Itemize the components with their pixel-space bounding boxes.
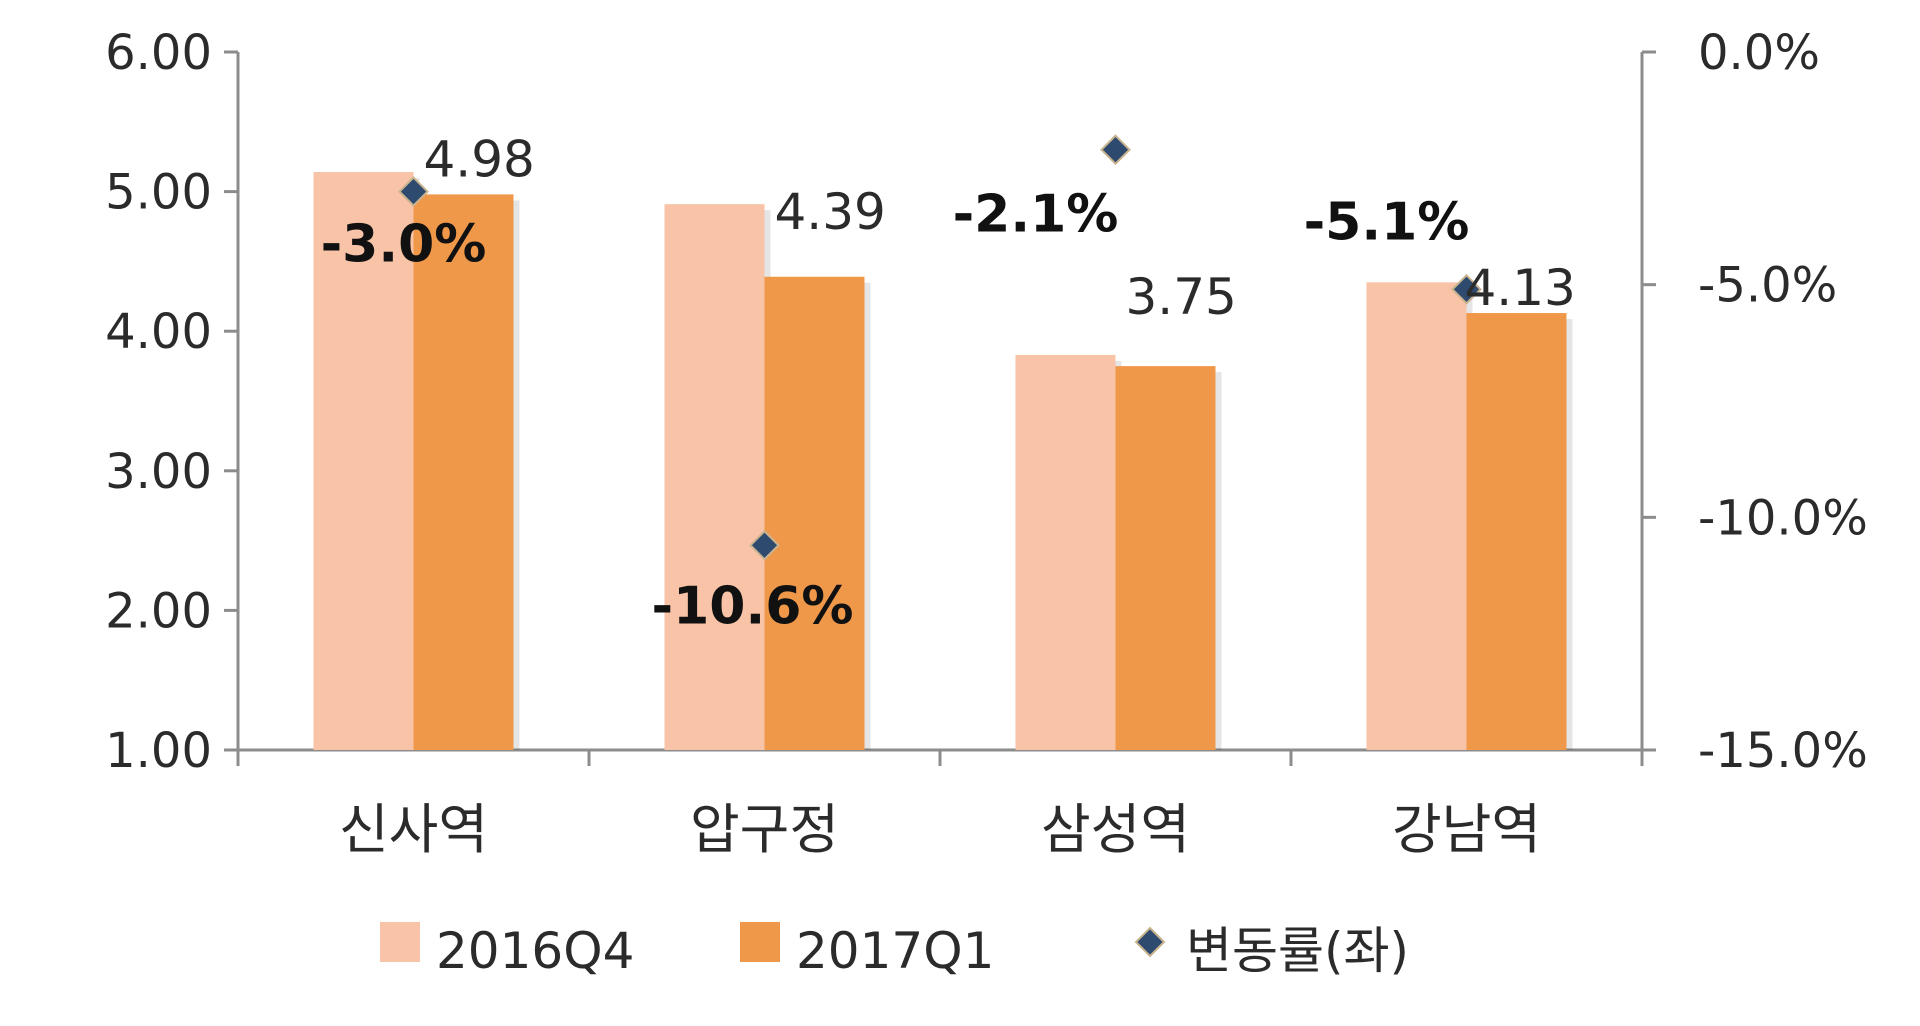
- bar-2017q1: [413, 194, 514, 751]
- y-left-tick-label: 2.00: [105, 583, 212, 639]
- legend: 2016Q4 2017Q1 변동률(좌): [380, 922, 1409, 980]
- y-right-tick-label: -15.0%: [1698, 723, 1868, 779]
- change-rate-label: -10.6%: [652, 576, 854, 636]
- change-rate-label: -2.1%: [953, 185, 1119, 245]
- change-rate-marker: [398, 176, 429, 208]
- x-tick-label: 신사역: [339, 798, 488, 861]
- change-rate-label: -3.0%: [321, 215, 487, 275]
- x-tick-label: 압구정: [690, 798, 839, 861]
- bars: [313, 172, 1573, 751]
- y-right-tick-label: 0.0%: [1698, 25, 1820, 81]
- bar-2017q1: [1466, 313, 1567, 750]
- legend-label-change-rate: 변동률(좌): [1186, 922, 1409, 980]
- legend-swatch-2017q1: [740, 922, 780, 962]
- data-labels: 4.98 4.39 3.75 4.13 -3.0% -10.6% -2.1% -5.1%: [321, 130, 1576, 636]
- change-rate-marker: [1100, 134, 1131, 166]
- markers: [398, 134, 1482, 561]
- bar-2017q1: [764, 276, 865, 750]
- legend-label-2016q4: 2016Q4: [436, 922, 634, 980]
- y-right-tick-label: -5.0%: [1698, 258, 1837, 314]
- change-rate-marker: [1451, 273, 1482, 305]
- bar-2016q4: [313, 172, 414, 750]
- legend-label-2017q1: 2017Q1: [796, 922, 994, 980]
- y-left-tick-label: 3.00: [105, 444, 212, 500]
- axes: 6.00 5.00 4.00 3.00 2.00 1.00 0.0% -5.0% -10.0% -…: [105, 25, 1868, 861]
- value-label-2017q1: 4.13: [1465, 259, 1576, 317]
- legend-swatch-2016q4: [380, 922, 420, 962]
- legend-marker-change-rate: [1134, 926, 1166, 958]
- y-left-tick-label: 1.00: [105, 723, 212, 779]
- x-tick-label: 강남역: [1392, 798, 1541, 861]
- value-label-2017q1: 3.75: [1126, 268, 1237, 326]
- y-left-tick-label: 5.00: [105, 165, 212, 221]
- y-left-tick-label: 4.00: [105, 304, 212, 360]
- bar-2017q1: [1115, 366, 1216, 750]
- y-left-tick-label: 6.00: [105, 25, 212, 81]
- bar-2016q4: [664, 204, 765, 750]
- x-tick-label: 삼성역: [1041, 798, 1190, 861]
- bar-2016q4: [1015, 354, 1116, 750]
- value-label-2017q1: 4.98: [424, 130, 535, 188]
- y-right-tick-label: -10.0%: [1698, 490, 1868, 546]
- change-rate-label: -5.1%: [1304, 192, 1470, 252]
- bar-2016q4: [1366, 282, 1467, 750]
- value-label-2017q1: 4.39: [775, 183, 886, 241]
- change-rate-marker: [749, 529, 780, 561]
